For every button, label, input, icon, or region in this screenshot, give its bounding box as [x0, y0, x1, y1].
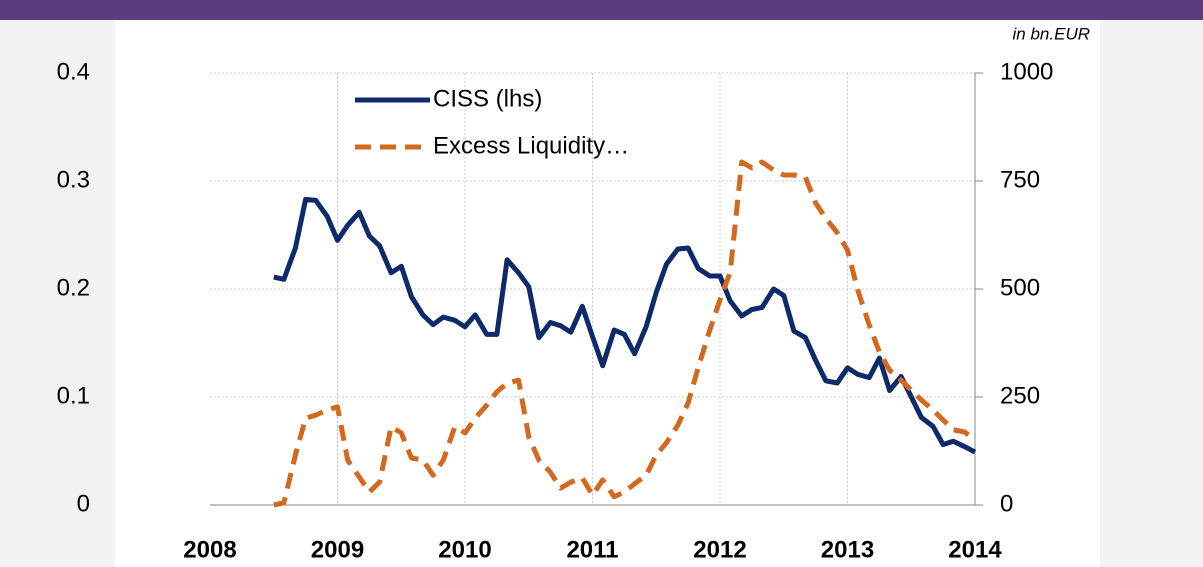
x-tick-label: 2014: [948, 536, 1002, 563]
y2-tick-label: 750: [1000, 166, 1040, 193]
chart-panel: [115, 20, 1100, 567]
series-line: [273, 196, 977, 455]
y-tick-label: 0.4: [57, 58, 90, 85]
x-tick-label: 2009: [311, 536, 364, 563]
y2-tick-label: 250: [1000, 382, 1040, 409]
x-tick-label: 2008: [183, 536, 236, 563]
y2-tick-label: 0: [1000, 490, 1013, 517]
y-tick-label: 0.3: [57, 166, 90, 193]
x-tick-label: 2011: [566, 536, 618, 563]
unit-note: in bn.EUR: [1013, 24, 1090, 43]
y2-tick-label: 500: [1000, 274, 1040, 301]
x-tick-label: 2012: [693, 536, 746, 563]
header-banner: [0, 0, 1203, 20]
y-tick-label: 0.2: [57, 274, 90, 301]
legend-label: CISS (lhs): [433, 85, 542, 112]
legend-label: Excess Liquidity…: [433, 132, 629, 159]
series-line: [273, 159, 977, 508]
y-tick-label: 0.1: [57, 382, 90, 409]
x-tick-label: 2013: [821, 536, 874, 563]
y2-tick-label: 1000: [1000, 58, 1053, 85]
x-tick-label: 2010: [438, 536, 491, 563]
y-tick-label: 0: [77, 490, 90, 517]
